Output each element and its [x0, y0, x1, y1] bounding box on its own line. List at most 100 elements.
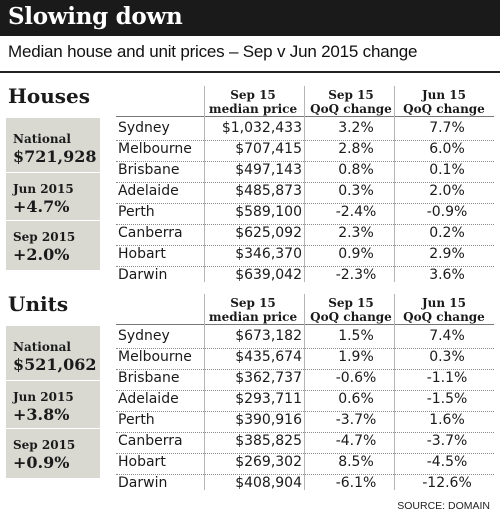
table-row: Melbourne $707,415 2.8% 6.0% — [116, 140, 494, 161]
median-price: $589,100 — [235, 204, 302, 220]
row-divider — [116, 203, 494, 204]
table-row: Darwin $408,904 -6.1% -12.6% — [116, 474, 494, 495]
column-header-jun-qoq-line2: QoQ change — [403, 310, 485, 324]
summary-label: Sep 2015 — [13, 230, 76, 244]
city-name: Hobart — [118, 246, 166, 262]
median-price: $269,302 — [235, 454, 302, 470]
median-price: $435,674 — [235, 349, 302, 365]
row-divider — [116, 161, 494, 162]
header-divider — [116, 324, 494, 325]
city-name: Hobart — [118, 454, 166, 470]
column-header-jun-qoq: Jun 15 QoQ change — [398, 88, 490, 116]
column-header-jun-qoq: Jun 15 QoQ change — [398, 296, 490, 324]
column-separator — [394, 86, 395, 282]
table-row: Darwin $639,042 -2.3% 3.6% — [116, 266, 494, 287]
chart-subtitle: Median house and unit prices – Sep v Jun… — [8, 42, 418, 61]
jun-qoq-change: 6.0% — [429, 141, 465, 157]
city-name: Perth — [118, 412, 155, 428]
sep-qoq-change: 0.6% — [338, 391, 374, 407]
summary-value: +4.7% — [13, 197, 70, 216]
column-separator — [304, 86, 305, 282]
column-separator — [204, 86, 205, 282]
summary-value: +0.9% — [13, 453, 70, 472]
table-row: Perth $589,100 -2.4% -0.9% — [116, 203, 494, 224]
column-header-sep-qoq: Sep 15 QoQ change — [308, 88, 394, 116]
column-header-price-line1: Sep 15 — [230, 296, 276, 310]
row-divider — [116, 432, 494, 433]
sep-qoq-change: 8.5% — [338, 454, 374, 470]
sep-qoq-change: -3.7% — [335, 412, 377, 428]
city-name: Canberra — [118, 225, 183, 241]
jun-qoq-change: -0.9% — [426, 204, 468, 220]
column-header-price-line1: Sep 15 — [230, 88, 276, 102]
sep-qoq-change: 0.3% — [338, 183, 374, 199]
jun-qoq-change: 0.3% — [429, 349, 465, 365]
jun-qoq-change: -12.6% — [422, 475, 472, 491]
row-divider — [116, 390, 494, 391]
column-separator — [204, 294, 205, 490]
table-row: Adelaide $293,711 0.6% -1.5% — [116, 390, 494, 411]
row-divider — [116, 245, 494, 246]
sep-qoq-change: -0.6% — [335, 370, 377, 386]
summary-sidebar: National $521,062 Jun 2015 +3.8% Sep 2015 +0.… — [6, 326, 100, 478]
summary-block: Sep 2015 +2.0% — [6, 230, 100, 264]
median-price: $293,711 — [235, 391, 302, 407]
city-name: Sydney — [118, 120, 170, 136]
median-price: $362,737 — [235, 370, 302, 386]
city-name: Adelaide — [118, 391, 179, 407]
jun-qoq-change: 1.6% — [429, 412, 465, 428]
row-divider — [116, 266, 494, 267]
table-row: Canberra $385,825 -4.7% -3.7% — [116, 432, 494, 453]
summary-label: Jun 2015 — [13, 182, 74, 196]
median-price: $1,032,433 — [221, 120, 302, 136]
summary-value: +2.0% — [13, 245, 70, 264]
sep-qoq-change: 0.8% — [338, 162, 374, 178]
units-section: Units Sep 15 median price Sep 15 QoQ change J… — [0, 292, 500, 497]
column-header-price-line2: median price — [208, 102, 298, 116]
summary-block: Sep 2015 +0.9% — [6, 438, 100, 472]
jun-qoq-change: 2.9% — [429, 246, 465, 262]
sep-qoq-change: -2.3% — [335, 267, 377, 283]
row-divider — [116, 369, 494, 370]
table-row: Sydney $1,032,433 3.2% 7.7% — [116, 119, 494, 140]
city-name: Darwin — [118, 475, 168, 491]
summary-divider — [6, 172, 100, 173]
row-divider — [116, 348, 494, 349]
median-price: $385,825 — [235, 433, 302, 449]
houses-section: Houses Sep 15 median price Sep 15 QoQ change… — [0, 84, 500, 289]
row-divider — [116, 224, 494, 225]
sep-qoq-change: 2.8% — [338, 141, 374, 157]
median-price: $485,873 — [235, 183, 302, 199]
sep-qoq-change: -2.4% — [335, 204, 377, 220]
table-row: Canberra $625,092 2.3% 0.2% — [116, 224, 494, 245]
summary-divider — [6, 380, 100, 381]
summary-label: Sep 2015 — [13, 438, 76, 452]
jun-qoq-change: 3.6% — [429, 267, 465, 283]
city-name: Melbourne — [118, 141, 192, 157]
median-price: $673,182 — [235, 328, 302, 344]
summary-value: $721,928 — [13, 147, 97, 166]
row-divider — [116, 411, 494, 412]
jun-qoq-change: 7.7% — [429, 120, 465, 136]
table-row: Sydney $673,182 1.5% 7.4% — [116, 327, 494, 348]
row-divider — [116, 474, 494, 475]
summary-label: National — [13, 132, 71, 146]
column-separator — [394, 294, 395, 490]
column-header-jun-qoq-line1: Jun 15 — [421, 296, 466, 310]
median-price: $408,904 — [235, 475, 302, 491]
column-header-sep-qoq: Sep 15 QoQ change — [308, 296, 394, 324]
chart-title: Slowing down — [8, 3, 183, 30]
summary-divider — [6, 428, 100, 429]
jun-qoq-change: 7.4% — [429, 328, 465, 344]
table-row: Hobart $346,370 0.9% 2.9% — [116, 245, 494, 266]
city-name: Brisbane — [118, 370, 180, 386]
jun-qoq-change: -1.1% — [426, 370, 468, 386]
section-title: Houses — [8, 84, 91, 108]
sep-qoq-change: 1.5% — [338, 328, 374, 344]
sep-qoq-change: -6.1% — [335, 475, 377, 491]
source-note: SOURCE: DOMAIN — [397, 500, 490, 512]
summary-sidebar: National $721,928 Jun 2015 +4.7% Sep 2015 +2.… — [6, 118, 100, 270]
sep-qoq-change: -4.7% — [335, 433, 377, 449]
median-price: $497,143 — [235, 162, 302, 178]
city-name: Adelaide — [118, 183, 179, 199]
